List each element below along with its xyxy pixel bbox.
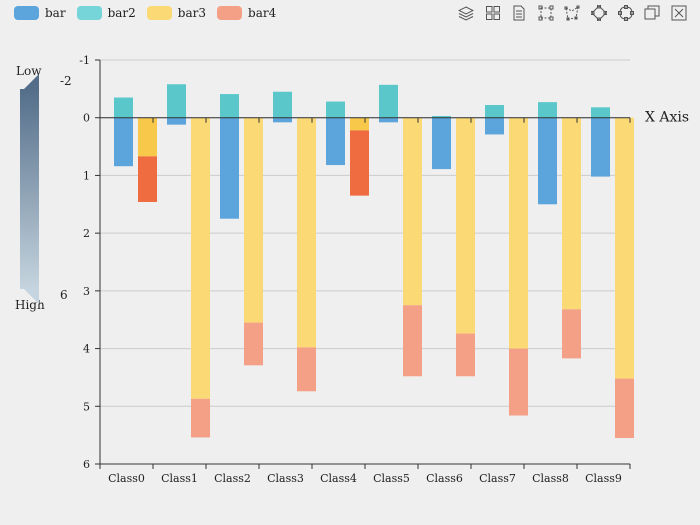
x-tick-label: Class3 [267, 472, 304, 485]
visual-map-low-label: Low [16, 64, 42, 78]
bar-bar3-Class1 [191, 117, 210, 399]
legend-item-bar3[interactable]: bar3 [146, 6, 207, 20]
y-tick-label: 1 [83, 169, 90, 182]
bar-bar-Class1 [167, 117, 186, 125]
y-tick-label: 2 [83, 227, 90, 240]
bar-bar-Class3 [273, 117, 292, 123]
visual-map-top-handle[interactable] [24, 74, 39, 89]
bar-bar-Class4 [326, 117, 345, 166]
restore-icon[interactable] [644, 5, 660, 21]
x-tick-label: Class4 [320, 472, 357, 485]
visual-map-gradient [20, 89, 39, 289]
bar-bar2-Class8 [538, 102, 557, 118]
bar-bar2-Class6 [432, 115, 451, 118]
bar-bar2-Class5 [379, 84, 398, 118]
bar-bar3-Class3 [297, 117, 316, 348]
data-view-icon[interactable] [511, 5, 527, 21]
bar-bar4-Class4 [350, 130, 369, 196]
keep-select-icon[interactable] [590, 5, 607, 21]
y-tick-label: 5 [83, 400, 90, 413]
bar-bar-Class2 [220, 117, 239, 219]
legend-item-bar4[interactable]: bar4 [217, 6, 276, 20]
bar-bar2-Class2 [220, 94, 239, 118]
bar-bar3-Class8 [562, 117, 581, 310]
bar-bar-Class5 [379, 117, 398, 123]
bar-bar4-Class3 [297, 347, 316, 392]
y-tick-label: 6 [83, 458, 90, 471]
rect-select-icon[interactable] [538, 5, 554, 21]
x-tick-label: Class2 [214, 472, 251, 485]
y-tick-label: 3 [83, 285, 90, 298]
bar-bar-Class9 [591, 117, 610, 177]
legend-swatch [76, 6, 102, 20]
bar-bar2-Class7 [485, 105, 504, 118]
x-tick-label: Class5 [373, 472, 410, 485]
bar-bar3-Class4 [350, 117, 369, 131]
bar-bar-Class8 [538, 117, 557, 205]
legend-swatch [146, 6, 172, 20]
y-tick-label: 0 [83, 112, 90, 125]
tiled-icon[interactable] [485, 5, 501, 21]
bar-bar4-Class2 [244, 322, 263, 366]
y-tick-label: 4 [83, 343, 90, 356]
x-tick-label: Class0 [108, 472, 145, 485]
legend-label: bar3 [177, 6, 207, 20]
bar-bar4-Class1 [191, 398, 210, 438]
y-tick-label: -1 [79, 54, 90, 67]
bar-bar3-Class9 [615, 117, 634, 379]
legend: bar bar2 bar3 bar4 [14, 4, 287, 22]
x-tick-label: Class8 [532, 472, 569, 485]
visual-map-bar [20, 74, 39, 304]
toolbox [458, 5, 697, 21]
bar-bar3-Class6 [456, 117, 475, 334]
x-tick-label: Class7 [479, 472, 516, 485]
bar-bar-Class7 [485, 117, 504, 135]
close-icon[interactable] [671, 5, 687, 21]
bar-bar2-Class1 [167, 84, 186, 118]
bar-bar4-Class9 [615, 378, 634, 439]
bar-bar3-Class5 [403, 117, 422, 306]
bar-bar4-Class6 [456, 333, 475, 377]
visual-map: Low -2 High 6 [0, 0, 90, 320]
visual-map-min-text: -2 [60, 74, 72, 88]
stack-icon[interactable] [458, 5, 474, 21]
bar-bar-Class6 [432, 117, 451, 170]
legend-label: bar2 [107, 6, 136, 20]
polygon-select-icon[interactable] [564, 5, 580, 21]
bar-bar4-Class8 [562, 309, 581, 359]
legend-label: bar [45, 6, 66, 20]
bar-bar3-Class2 [244, 117, 263, 323]
legend-swatch [217, 6, 243, 20]
bar-bar3-Class0 [138, 117, 157, 157]
legend-label: bar4 [248, 6, 277, 20]
bar-bar4-Class0 [138, 156, 157, 202]
visual-map-max-text: 6 [60, 288, 68, 302]
legend-swatch [14, 6, 39, 20]
bar-bar-Class0 [114, 117, 133, 167]
bar-bar2-Class0 [114, 97, 133, 118]
bar-bar4-Class7 [509, 348, 528, 416]
x-tick-label: Class9 [585, 472, 622, 485]
x-tick-label: Class6 [426, 472, 463, 485]
legend-item-bar[interactable]: bar [14, 6, 66, 20]
bar-bar2-Class4 [326, 101, 345, 118]
bar-bar4-Class5 [403, 305, 422, 377]
bar-bar2-Class3 [273, 91, 292, 118]
bar-bar3-Class7 [509, 117, 528, 349]
x-tick-label: Class1 [161, 472, 198, 485]
visual-map-bottom-handle[interactable] [24, 289, 39, 304]
legend-item-bar2[interactable]: bar2 [76, 6, 136, 20]
x-axis-label: X Axis [645, 110, 689, 126]
clear-select-icon[interactable] [617, 5, 634, 21]
bar-bar2-Class9 [591, 107, 610, 118]
